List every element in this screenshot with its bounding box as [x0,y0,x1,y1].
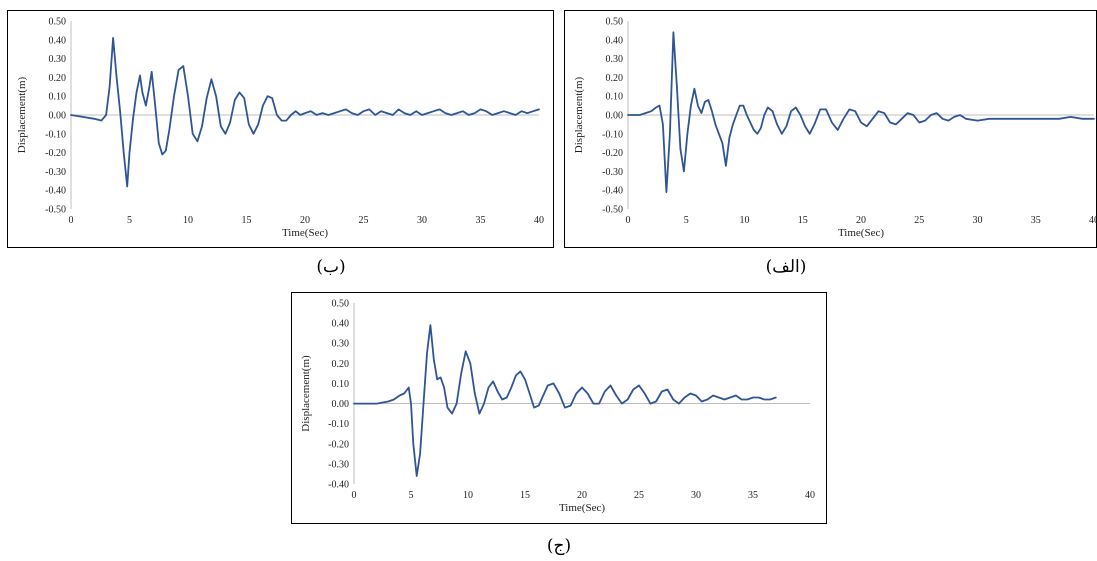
chart-panel-alef: 0.50 0.40 0.30 0.20 0.10 0.00 -0.10 -0.20 -0.30 -… [564,10,1097,248]
x-tick-label: 5 [684,215,689,226]
displacement-series-line-jim [353,324,777,477]
displacement-chart-alef: 0.50 0.40 0.30 0.20 0.10 0.00 -0.10 -0.20 -0.30 -… [573,17,1097,240]
x-tick-label: 25 [359,215,369,226]
y-tick-label: 0.10 [332,379,350,390]
y-tick-label: 0.00 [49,111,67,122]
y-tick-label: -0.40 [328,480,349,491]
y-tick-label: -0.30 [602,167,623,178]
y-tick-label: -0.10 [328,419,349,430]
x-tick-label: 35 [476,215,486,226]
y-tick-label: 0.50 [332,299,350,310]
x-tick-label: 35 [1031,215,1041,226]
displacement-series-line-b [70,36,540,188]
y-tick-label: 0.20 [332,359,350,370]
y-tick-label: 0.00 [332,399,350,410]
y-tick-label: -0.20 [602,148,623,159]
y-tick-label: 0.50 [606,17,624,28]
x-tick-label: 30 [691,490,701,501]
x-tick-label: 25 [634,490,644,501]
x-tick-label: 20 [300,215,310,226]
y-tick-label: -0.30 [45,167,66,178]
x-tick-label: 30 [973,215,983,226]
x-tick-label: 40 [534,215,544,226]
y-tick-label: -0.40 [45,186,66,197]
x-tick-label: 40 [805,490,815,501]
y-tick-label: -0.30 [328,459,349,470]
y-tick-label: -0.20 [328,439,349,450]
chart-panel-b: 0.50 0.40 0.30 0.20 0.10 0.00 -0.10 -0.20 -0.30 -… [7,10,554,248]
x-tick-label: 0 [352,490,357,501]
x-tick-label: 20 [577,490,587,501]
x-tick-label: 0 [69,215,74,226]
y-tick-label: 0.10 [49,92,67,103]
displacement-series-line-alef [627,31,1095,194]
displacement-chart-jim: 0.50 0.40 0.30 0.20 0.10 0.00 -0.10 -0.20 -0.30 -… [300,299,815,515]
x-axis-title: Time(Sec) [559,502,605,514]
x-tick-label: 15 [520,490,530,501]
x-tick-label: 15 [242,215,252,226]
y-tick-label: 0.20 [49,73,67,84]
x-tick-label: 35 [748,490,758,501]
y-tick-label: 0.40 [49,35,67,46]
caption-jim: (ج) [546,536,572,556]
x-tick-label: 40 [1089,215,1097,226]
x-tick-label: 5 [127,215,132,226]
x-tick-label: 10 [183,215,193,226]
x-tick-label: 20 [856,215,866,226]
y-tick-label: 0.10 [606,92,624,103]
displacement-chart-b: 0.50 0.40 0.30 0.20 0.10 0.00 -0.10 -0.20 -0.30 -… [16,17,544,240]
x-tick-label: 0 [626,215,631,226]
y-tick-label: 0.00 [606,111,624,122]
y-axis-title: Displacement(m) [573,76,585,153]
y-tick-label: 0.40 [606,35,624,46]
y-tick-label: -0.20 [45,148,66,159]
chart-panel-jim: 0.50 0.40 0.30 0.20 0.10 0.00 -0.10 -0.20 -0.30 -… [291,292,827,524]
y-tick-label: -0.50 [45,205,66,216]
x-tick-label: 15 [798,215,808,226]
y-axis-title: Displacement(m) [300,355,312,432]
x-tick-label: 10 [463,490,473,501]
y-axis-title: Displacement(m) [16,76,28,153]
y-tick-label: -0.10 [45,129,66,140]
y-tick-label: -0.10 [602,129,623,140]
x-tick-label: 25 [914,215,924,226]
x-tick-label: 5 [409,490,414,501]
x-axis-title: Time(Sec) [838,227,884,239]
y-tick-label: 0.50 [49,17,67,28]
y-tick-label: -0.40 [602,186,623,197]
x-tick-label: 30 [417,215,427,226]
y-tick-label: -0.50 [602,205,623,216]
caption-b: (ب) [316,257,346,277]
x-axis-title: Time(Sec) [282,227,328,239]
caption-alef: (الف) [765,257,807,277]
y-tick-label: 0.40 [332,319,350,330]
y-tick-label: 0.30 [49,54,67,65]
y-tick-label: 0.30 [332,339,350,350]
y-tick-label: 0.30 [606,54,624,65]
y-tick-label: 0.20 [606,73,624,84]
x-tick-label: 10 [740,215,750,226]
